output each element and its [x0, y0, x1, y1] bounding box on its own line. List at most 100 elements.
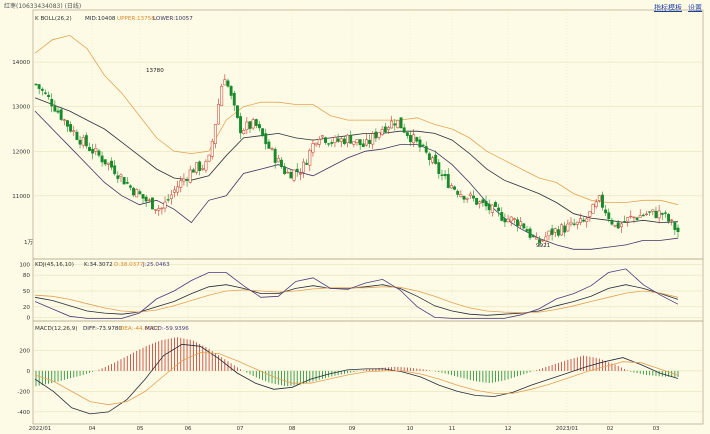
candle-body [176, 186, 180, 193]
candle-body [245, 121, 249, 130]
candle-body [613, 224, 617, 227]
candle-body [667, 214, 671, 222]
boll-mid-line [34, 97, 679, 224]
candle-body [264, 133, 268, 145]
candle-body [229, 86, 233, 96]
candle-body [339, 138, 343, 143]
candle-body [534, 237, 538, 240]
settings-link[interactable]: 设置 [688, 4, 702, 12]
candle-body [320, 135, 324, 138]
candle-body [119, 174, 123, 177]
candle-body [512, 218, 516, 220]
candle-body [132, 187, 136, 196]
candle-body [286, 171, 290, 174]
kdj-k-value: K:34.3072 [84, 262, 113, 268]
candle-body [415, 137, 419, 142]
candle-body [412, 134, 416, 144]
candle-body [635, 217, 639, 220]
macd-panel-frame [32, 320, 704, 425]
price-tick-label: 13000 [12, 105, 30, 111]
candle-body [468, 193, 472, 196]
time-tick-label: 2023/01 [556, 426, 578, 432]
macd-histogram-value: MACD:-59.9396 [145, 326, 189, 332]
candle-body [254, 119, 258, 126]
candle-body [182, 178, 186, 182]
indicator-template-link[interactable]: 指标模板 [654, 4, 682, 12]
candle-body [424, 146, 428, 153]
candle-body [673, 222, 677, 230]
time-tick-label: 08 [289, 426, 296, 432]
macd-dea-value: DEA:-44.0082 [120, 326, 159, 332]
candle-body [201, 168, 205, 170]
candle-body [487, 203, 491, 211]
candle-body [147, 199, 151, 201]
candle-body [601, 194, 604, 208]
candle-body [547, 230, 551, 237]
candle-body [538, 239, 541, 244]
price-unit-label: 1万 [24, 239, 34, 246]
macd-tick-label: -400 [17, 410, 30, 416]
candle-body [393, 123, 397, 126]
candle-body [660, 212, 664, 215]
main-indicator-name: K BOLL(26,2) [35, 16, 72, 22]
candle-body [69, 124, 73, 132]
candle-body [103, 159, 107, 165]
candle-body [342, 138, 346, 145]
candle-body [327, 143, 331, 145]
price-tick-label: 12000 [12, 149, 30, 155]
candle-body [280, 159, 283, 168]
candle-body [276, 157, 280, 163]
candle-body [47, 94, 51, 97]
candle-body [53, 106, 57, 112]
candle-body [500, 212, 504, 221]
candle-body [122, 177, 126, 185]
candle-body [179, 180, 183, 188]
candle-body [308, 150, 312, 166]
time-tick-label: 06 [185, 426, 192, 432]
candle-body [481, 199, 485, 203]
candle-body [494, 202, 497, 207]
candle-body [478, 201, 482, 204]
candle-body [402, 127, 406, 133]
candle-body [283, 166, 287, 175]
candle-body [497, 207, 501, 211]
candle-body [349, 135, 353, 144]
boll-mid-value: MID:10408 [85, 16, 116, 22]
candle-body [443, 174, 447, 177]
time-tick-label: 05 [137, 426, 144, 432]
boll-lower-line [34, 110, 679, 250]
candle-body [585, 218, 589, 223]
candle-body [66, 120, 69, 127]
candle-body [94, 148, 98, 152]
candle-body [541, 240, 545, 242]
candle-body [519, 221, 523, 227]
candle-body [490, 204, 494, 213]
candle-body [588, 211, 592, 217]
kdj-tick-label: 50 [23, 289, 31, 295]
candle-body [374, 131, 378, 139]
candle-body [522, 223, 526, 229]
candle-body [550, 228, 554, 235]
candle-body [185, 179, 189, 181]
window-title: 红枣(10633434083) (日线) [4, 3, 82, 10]
candle-body [257, 124, 261, 129]
time-tick-label: 09 [349, 426, 356, 432]
candle-body [75, 131, 79, 140]
candle-body [217, 103, 220, 125]
candle-body [40, 88, 44, 91]
candle-body [572, 223, 576, 225]
candle-body [160, 207, 164, 210]
candle-body [431, 157, 434, 163]
macd-dea-line [34, 352, 679, 406]
candle-body [387, 127, 390, 130]
candle-body [578, 218, 582, 223]
candle-body [261, 128, 265, 137]
candle-body [569, 221, 573, 225]
candle-body [270, 148, 274, 150]
candle-body [125, 182, 129, 184]
candle-body [163, 201, 167, 209]
candle-body [377, 132, 381, 138]
candle-body [437, 162, 441, 174]
candle-body [333, 137, 337, 143]
